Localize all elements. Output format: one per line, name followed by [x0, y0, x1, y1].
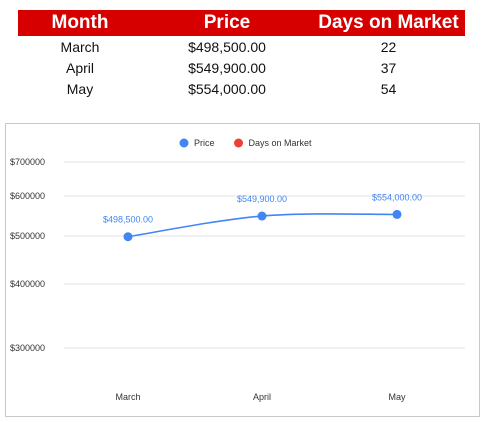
- cell-month: May: [66, 80, 94, 97]
- price-data-point[interactable]: [123, 232, 133, 242]
- legend-item[interactable]: Days on Market: [234, 138, 312, 148]
- y-tick-label: $700000: [10, 157, 45, 167]
- price-data-point[interactable]: [257, 211, 267, 221]
- price-data-label: $549,900.00: [237, 194, 287, 204]
- chart-gridlines: [64, 161, 465, 349]
- header-days-on-market: Days on Market: [312, 10, 465, 36]
- cell-days: 22: [380, 38, 397, 55]
- chart-series: $498,500.00 $549,900.00 $554,000.00: [103, 192, 422, 242]
- x-tick-label: May: [388, 392, 406, 402]
- table-row: May $554,000.00 54: [18, 78, 465, 99]
- header-month: Month: [18, 10, 142, 36]
- price-data-label: $554,000.00: [372, 192, 422, 202]
- y-tick-label: $500000: [10, 231, 45, 241]
- chart-legend: Price Days on Market: [179, 138, 312, 148]
- data-table-section: Month Price Days on Market March $498,50…: [18, 10, 465, 99]
- x-tick-label: March: [115, 392, 140, 402]
- cell-month: March: [60, 38, 100, 55]
- legend-marker: [234, 138, 244, 148]
- legend-label: Days on Market: [249, 138, 313, 148]
- data-table: Month Price Days on Market March $498,50…: [18, 10, 465, 99]
- y-tick-label: $400000: [10, 279, 45, 289]
- cell-days: 37: [380, 59, 397, 76]
- price-data-label: $498,500.00: [103, 215, 153, 225]
- cell-price: $554,000.00: [188, 80, 266, 97]
- y-tick-label: $300000: [10, 343, 45, 353]
- x-axis: March April May: [115, 392, 406, 402]
- cell-price: $498,500.00: [188, 38, 266, 55]
- table-header-row: Month Price Days on Market: [18, 10, 465, 36]
- table-row: March $498,500.00 22: [18, 36, 465, 57]
- legend-label: Price: [194, 138, 215, 148]
- legend-item[interactable]: Price: [179, 138, 215, 148]
- cell-days: 54: [380, 80, 397, 97]
- header-price: Price: [142, 10, 312, 36]
- chart-panel: Price Days on Market $700000 $600000 $50000…: [5, 123, 480, 417]
- table-row: April $549,900.00 37: [18, 57, 465, 78]
- y-axis: $700000 $600000 $500000 $400000 $300000: [10, 157, 45, 353]
- legend-marker: [179, 138, 189, 148]
- cell-price: $549,900.00: [188, 59, 266, 76]
- price-data-point[interactable]: [392, 209, 402, 219]
- y-tick-label: $600000: [10, 191, 45, 201]
- x-tick-label: April: [253, 392, 271, 402]
- cell-month: April: [65, 59, 94, 76]
- line-chart: Price Days on Market $700000 $600000 $50000…: [10, 138, 465, 402]
